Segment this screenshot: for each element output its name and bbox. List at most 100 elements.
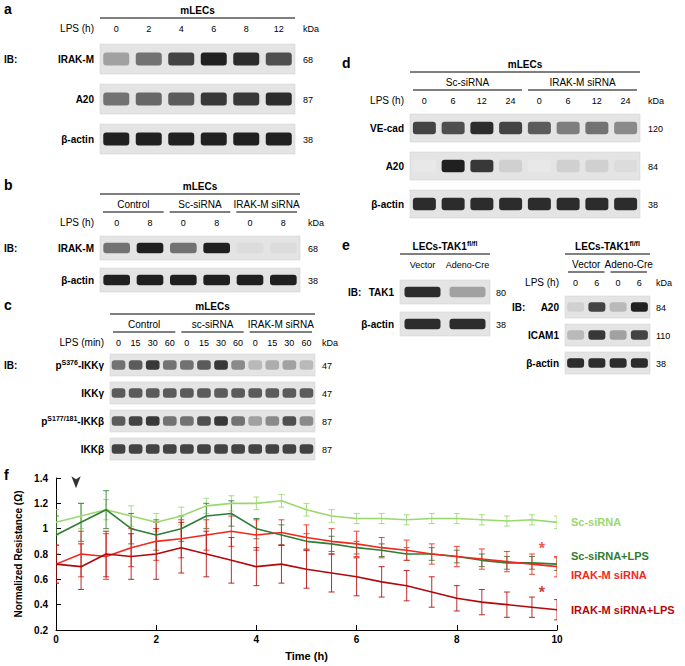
svg-text:4: 4 [254,634,260,645]
svg-text:6: 6 [211,24,216,34]
svg-text:mLECs: mLECs [508,59,543,70]
svg-text:β-actin: β-actin [361,319,394,330]
svg-text:LPS (h): LPS (h) [60,217,94,228]
svg-text:c: c [4,297,12,313]
svg-text:60: 60 [301,338,311,348]
svg-text:87: 87 [322,445,332,455]
svg-text:38: 38 [656,359,666,369]
svg-text:TAK1: TAK1 [369,287,395,298]
svg-text:60: 60 [233,338,243,348]
svg-text:8: 8 [214,218,219,228]
svg-text:mLECs: mLECs [195,301,230,312]
svg-text:a: a [4,1,12,17]
svg-text:1: 1 [42,523,48,534]
svg-text:Time (h): Time (h) [285,650,328,662]
svg-text:38: 38 [648,200,658,210]
svg-text:b: b [4,177,13,193]
svg-text:1.2: 1.2 [34,498,48,509]
svg-text:kDa: kDa [308,218,324,228]
svg-text:LPS (h): LPS (h) [525,277,559,288]
svg-text:110: 110 [656,331,670,341]
svg-text:f: f [4,467,9,483]
svg-text:0: 0 [616,278,621,288]
svg-text:*: * [539,584,546,601]
svg-text:β-actin: β-actin [526,358,559,369]
svg-text:4: 4 [179,24,184,34]
svg-text:0.8: 0.8 [34,549,48,560]
svg-text:84: 84 [656,303,666,313]
svg-text:IRAK-M siRNA: IRAK-M siRNA [549,77,615,88]
svg-text:47: 47 [322,389,332,399]
svg-text:87: 87 [303,95,313,105]
svg-text:8: 8 [454,634,460,645]
svg-text:A20: A20 [76,94,95,105]
svg-text:Control: Control [128,319,160,330]
svg-text:IKKβ: IKKβ [81,444,104,455]
svg-text:LPS (min): LPS (min) [60,337,104,348]
svg-text:A20: A20 [386,161,405,172]
svg-text:Sc-siRNA: Sc-siRNA [178,199,222,210]
svg-text:mLECs: mLECs [180,5,215,16]
svg-text:0.2: 0.2 [34,625,48,636]
svg-text:Control: Control [117,199,149,210]
svg-text:60: 60 [165,338,175,348]
svg-text:IRAK-M: IRAK-M [58,243,94,254]
svg-text:0: 0 [247,218,252,228]
svg-text:24: 24 [621,96,631,106]
svg-text:1.4: 1.4 [34,473,48,484]
svg-text:Vector: Vector [572,259,601,270]
svg-text:d: d [342,55,351,71]
svg-text:LECs-TAK1fl/fl: LECs-TAK1fl/fl [413,240,478,252]
svg-text:0.6: 0.6 [34,574,48,585]
svg-text:15: 15 [131,338,141,348]
svg-text:8: 8 [244,24,249,34]
svg-text:IB:: IB: [4,54,17,65]
svg-text:IB:: IB: [4,360,17,371]
svg-text:6: 6 [354,634,360,645]
svg-text:IRAK-M siRNA: IRAK-M siRNA [234,199,300,210]
svg-text:Vector: Vector [410,260,436,270]
svg-text:30: 30 [284,338,294,348]
svg-text:ICAM1: ICAM1 [528,330,560,341]
svg-text:pS376-IKKγ: pS376-IKKγ [55,359,104,371]
svg-text:β-actin: β-actin [371,199,404,210]
svg-text:87: 87 [322,417,332,427]
svg-text:0: 0 [573,278,578,288]
svg-text:kDa: kDa [322,338,338,348]
svg-text:6: 6 [566,96,571,106]
svg-text:Adeno-Cre: Adeno-Cre [605,259,654,270]
svg-text:0: 0 [422,96,427,106]
svg-text:sc-siRNA: sc-siRNA [192,319,234,330]
svg-text:6: 6 [637,278,642,288]
svg-text:VE-cad: VE-cad [370,123,404,134]
svg-text:84: 84 [648,162,658,172]
svg-text:IB:: IB: [348,287,361,298]
svg-text:30: 30 [216,338,226,348]
svg-text:LPS (h): LPS (h) [60,23,94,34]
svg-text:*: * [539,540,546,557]
svg-text:8: 8 [147,218,152,228]
svg-text:LECs-TAK1fl/fl: LECs-TAK1fl/fl [575,240,640,252]
svg-text:0: 0 [116,338,121,348]
svg-text:mLECs: mLECs [183,181,218,192]
svg-text:10: 10 [551,634,563,645]
svg-text:e: e [342,237,350,253]
svg-text:Adeno-Cre: Adeno-Cre [446,260,490,270]
svg-text:80: 80 [496,288,506,298]
svg-text:0: 0 [181,218,186,228]
svg-text:8: 8 [281,218,286,228]
svg-text:IKKγ: IKKγ [81,388,104,399]
svg-text:68: 68 [308,244,318,254]
svg-text:6: 6 [594,278,599,288]
svg-text:38: 38 [496,320,506,330]
svg-text:pS177/181-IKKβ: pS177/181-IKKβ [41,415,104,427]
svg-text:2: 2 [146,24,151,34]
svg-text:12: 12 [477,96,487,106]
svg-text:Sc-siRNA: Sc-siRNA [571,516,621,528]
svg-text:38: 38 [308,276,318,286]
svg-text:β-actin: β-actin [61,134,94,145]
svg-text:2: 2 [153,634,159,645]
svg-text:15: 15 [267,338,277,348]
svg-text:IB:: IB: [4,243,17,254]
svg-text:0: 0 [253,338,258,348]
